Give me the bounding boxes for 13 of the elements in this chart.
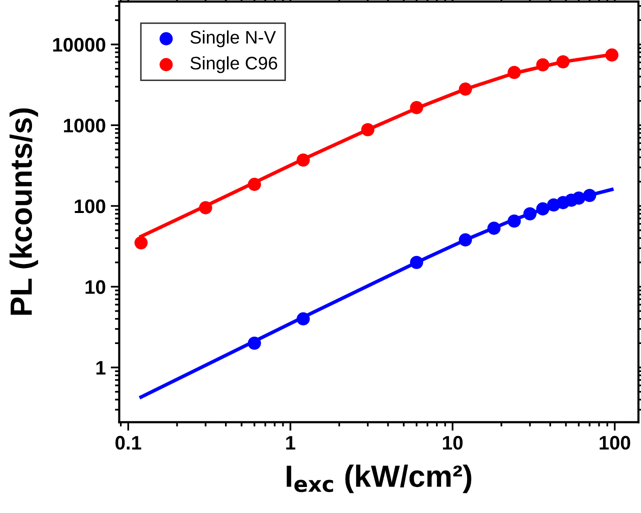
- y-tick-label: 10000: [53, 38, 106, 52]
- y-axis-title: PL (kcounts/s): [10, 108, 38, 315]
- legend-label: Single N-V: [190, 30, 276, 48]
- x-tick-label: 1: [286, 436, 296, 450]
- x-tick-label: 0.1: [115, 436, 142, 450]
- y-tick-label: 10: [86, 280, 106, 294]
- y-tick-label: 100: [74, 199, 106, 214]
- x-tick-label: 10: [442, 436, 463, 450]
- y-tick-label: 1000: [64, 118, 106, 132]
- legend-label: Single C96: [190, 56, 278, 74]
- x-axis-title: I$_{exc}$ (kW/cm²): [286, 464, 472, 494]
- x-tick-label: 100: [600, 436, 630, 450]
- y-tick-label: 1: [96, 361, 106, 375]
